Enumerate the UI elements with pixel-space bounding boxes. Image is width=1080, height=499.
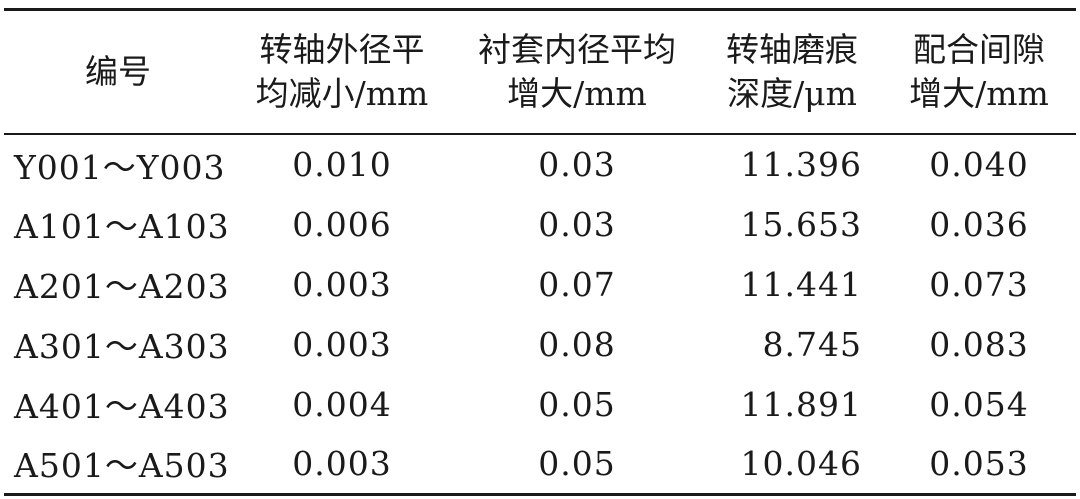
cell-bushing: 0.07 <box>538 264 616 304</box>
header-clearance-line2: 增大/mm <box>909 74 1049 113</box>
cell-shaft: 0.003 <box>292 443 392 483</box>
cell-bushing: 0.03 <box>538 204 616 244</box>
header-shaft-line2: 均减小/mm <box>255 74 429 113</box>
cell-shaft: 0.003 <box>292 264 392 304</box>
header-bushing-diameter: 衬套内径平均 增大/mm <box>452 10 702 135</box>
cell-shaft: 0.004 <box>292 384 392 424</box>
cell-depth: 10.046 <box>740 443 862 483</box>
cell-bushing: 0.05 <box>538 384 616 424</box>
cell-depth: 11.891 <box>740 384 862 424</box>
cell-shaft: 0.003 <box>292 324 392 364</box>
table-row: A301～A303 0.003 0.08 8.745 0.083 <box>4 314 1076 374</box>
table-row: A201～A203 0.003 0.07 11.441 0.073 <box>4 254 1076 314</box>
cell-id: A301～A303 <box>14 327 230 366</box>
table-header: 编号 转轴外径平 均减小/mm 衬套内径平均 增大/mm 转轴磨痕 深度/μm … <box>4 9 1076 135</box>
header-row: 编号 转轴外径平 均减小/mm 衬套内径平均 增大/mm 转轴磨痕 深度/μm … <box>4 9 1076 135</box>
table-body: Y001～Y003 0.010 0.03 11.396 0.040 A101～A… <box>4 134 1076 494</box>
header-depth-line1: 转轴磨痕 <box>726 30 858 69</box>
table-row: Y001～Y003 0.010 0.03 11.396 0.040 <box>4 134 1076 194</box>
cell-depth: 11.441 <box>740 264 862 304</box>
cell-id: A501～A503 <box>14 446 230 486</box>
header-shaft-diameter: 转轴外径平 均减小/mm <box>232 10 452 135</box>
cell-clearance: 0.073 <box>929 264 1029 304</box>
header-clearance-line1: 配合间隙 <box>913 30 1045 69</box>
cell-depth: 11.396 <box>740 145 862 184</box>
table-row: A401～A403 0.004 0.05 11.891 0.054 <box>4 374 1076 434</box>
table-row: A101～A103 0.006 0.03 15.653 0.036 <box>4 194 1076 254</box>
cell-clearance: 0.040 <box>929 145 1029 184</box>
header-id-label: 编号 <box>85 52 151 91</box>
cell-shaft: 0.006 <box>292 204 392 244</box>
cell-clearance: 0.083 <box>929 324 1029 364</box>
cell-id: A401～A403 <box>14 387 230 426</box>
cell-id: Y001～Y003 <box>14 147 226 187</box>
header-depth-line2: 深度/μm <box>727 74 857 113</box>
header-wear-depth: 转轴磨痕 深度/μm <box>702 10 882 135</box>
cell-clearance: 0.036 <box>929 204 1029 244</box>
header-clearance: 配合间隙 增大/mm <box>882 10 1076 135</box>
cell-bushing: 0.08 <box>538 324 616 364</box>
cell-shaft: 0.010 <box>292 145 392 184</box>
table-row: A501～A503 0.003 0.05 10.046 0.053 <box>4 434 1076 494</box>
header-bushing-line1: 衬套内径平均 <box>478 30 676 69</box>
cell-id: A201～A203 <box>14 267 230 306</box>
cell-id: A101～A103 <box>14 207 230 246</box>
cell-clearance: 0.053 <box>929 443 1029 483</box>
header-shaft-line1: 转轴外径平 <box>259 30 425 69</box>
cell-bushing: 0.05 <box>538 443 616 483</box>
header-id: 编号 <box>4 10 232 135</box>
cell-depth: 15.653 <box>740 204 862 244</box>
wear-data-table: 编号 转轴外径平 均减小/mm 衬套内径平均 增大/mm 转轴磨痕 深度/μm … <box>4 8 1076 496</box>
cell-depth: 8.745 <box>762 324 862 364</box>
cell-clearance: 0.054 <box>929 384 1029 424</box>
cell-bushing: 0.03 <box>538 145 616 184</box>
header-bushing-line2: 增大/mm <box>507 74 647 113</box>
